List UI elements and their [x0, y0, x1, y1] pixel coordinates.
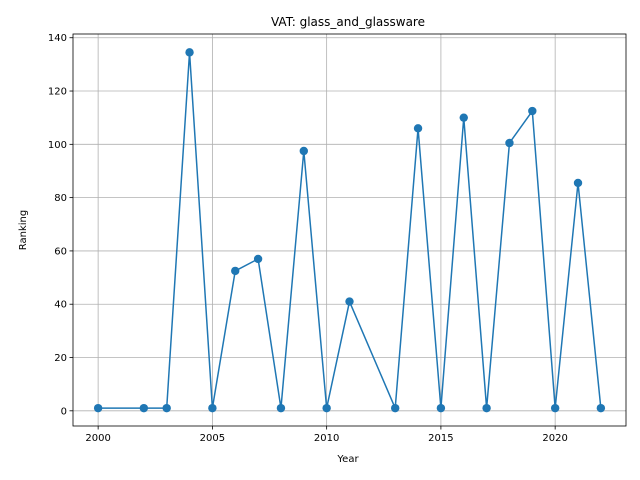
y-tick-label: 140 [48, 33, 67, 44]
data-point [505, 138, 514, 148]
axes-frame [72, 33, 627, 427]
y-tick-label: 80 [54, 193, 67, 204]
y-tick-label: 40 [54, 300, 67, 311]
y-tick-label: 0 [61, 406, 67, 417]
data-point [550, 403, 560, 413]
data-point [299, 146, 308, 156]
grid [73, 34, 626, 426]
data-point [482, 403, 491, 413]
x-tick-label: 2000 [85, 433, 110, 444]
x-tick-label: 2010 [314, 433, 339, 444]
x-tick-label: 2015 [428, 433, 453, 444]
plot-area-border [72, 33, 627, 427]
data-point [185, 48, 194, 57]
data-point [93, 403, 103, 413]
data-point [436, 403, 446, 413]
y-tick-label: 20 [54, 353, 67, 364]
data-point [162, 403, 171, 413]
data-point [139, 403, 149, 413]
data-point [596, 403, 606, 413]
data-point [459, 113, 468, 122]
series [93, 48, 606, 413]
data-point [391, 403, 400, 413]
x-tick-label: 2020 [542, 433, 567, 444]
data-point [413, 124, 423, 133]
x-axis-label: Year [336, 454, 359, 465]
chart-title: VAT: glass_and_glassware [271, 15, 425, 29]
x-tick-label: 2005 [200, 433, 225, 444]
ticks: 2000 2005 2010 2015 2020 0 20 40 60 80 100 120 140 [48, 33, 568, 444]
data-point [345, 297, 354, 306]
data-point [208, 403, 217, 413]
data-point [322, 403, 331, 413]
data-point [253, 254, 263, 264]
y-tick-label: 60 [54, 246, 67, 257]
data-point [276, 403, 286, 413]
y-tick-label: 120 [48, 87, 67, 98]
y-tick-label: 100 [48, 140, 67, 151]
data-point [573, 178, 583, 188]
y-axis-label: Ranking [18, 210, 29, 250]
data-point [231, 266, 240, 276]
data-point [528, 106, 537, 116]
